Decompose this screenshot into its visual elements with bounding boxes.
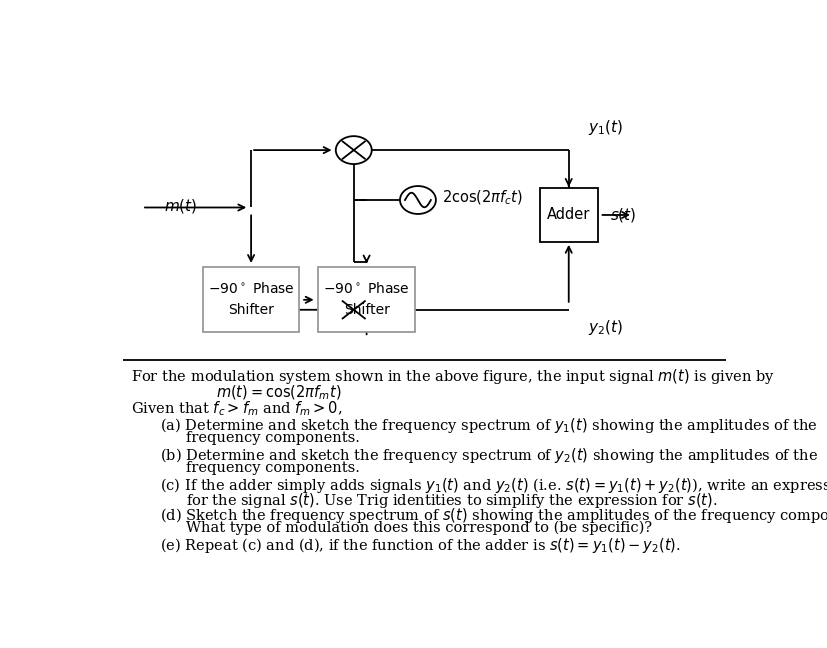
Text: $m(t)$: $m(t)$ <box>165 197 198 215</box>
Text: Shifter: Shifter <box>343 303 389 317</box>
FancyBboxPatch shape <box>539 187 597 242</box>
Text: for the signal $s(t)$. Use Trig identities to simplify the expression for $s(t)$: for the signal $s(t)$. Use Trig identiti… <box>185 491 716 510</box>
Text: What type of modulation does this correspond to (be specific)?: What type of modulation does this corres… <box>185 521 651 535</box>
Text: (c) If the adder simply adds signals $y_1(t)$ and $y_2(t)$ (i.e. $s(t) = y_1(t) : (c) If the adder simply adds signals $y_… <box>160 476 827 495</box>
Text: $y_2(t)$: $y_2(t)$ <box>587 318 623 337</box>
Text: $-90^\circ$ Phase: $-90^\circ$ Phase <box>208 281 294 296</box>
Circle shape <box>336 136 371 164</box>
Text: Shifter: Shifter <box>228 303 274 317</box>
Text: (b) Determine and sketch the frequency spectrum of $y_2(t)$ showing the amplitud: (b) Determine and sketch the frequency s… <box>160 446 817 465</box>
FancyBboxPatch shape <box>318 268 414 332</box>
Text: Adder: Adder <box>547 207 590 222</box>
Circle shape <box>399 186 435 214</box>
Text: frequency components.: frequency components. <box>185 461 359 475</box>
Text: (e) Repeat (c) and (d), if the function of the adder is $s(t) = y_1(t) - y_2(t)$: (e) Repeat (c) and (d), if the function … <box>160 536 680 555</box>
Text: (a) Determine and sketch the frequency spectrum of $y_1(t)$ showing the amplitud: (a) Determine and sketch the frequency s… <box>160 416 816 435</box>
FancyBboxPatch shape <box>203 268 299 332</box>
Text: $-90^\circ$ Phase: $-90^\circ$ Phase <box>323 281 409 296</box>
Text: $2\cos(2\pi f_c t)$: $2\cos(2\pi f_c t)$ <box>442 189 523 207</box>
Text: $s(t)$: $s(t)$ <box>609 207 636 224</box>
Circle shape <box>336 295 371 324</box>
Text: $y_1(t)$: $y_1(t)$ <box>587 118 623 137</box>
Text: $m(t) = \cos(2\pi f_m t)$: $m(t) = \cos(2\pi f_m t)$ <box>216 383 341 402</box>
Text: Given that $f_c > f_m$ and $f_m > 0$,: Given that $f_c > f_m$ and $f_m > 0$, <box>131 400 342 419</box>
Text: For the modulation system shown in the above figure, the input signal $m(t)$ is : For the modulation system shown in the a… <box>131 367 774 386</box>
Text: frequency components.: frequency components. <box>185 431 359 445</box>
Text: (d) Sketch the frequency spectrum of $s(t)$ showing the amplitudes of the freque: (d) Sketch the frequency spectrum of $s(… <box>160 506 827 525</box>
